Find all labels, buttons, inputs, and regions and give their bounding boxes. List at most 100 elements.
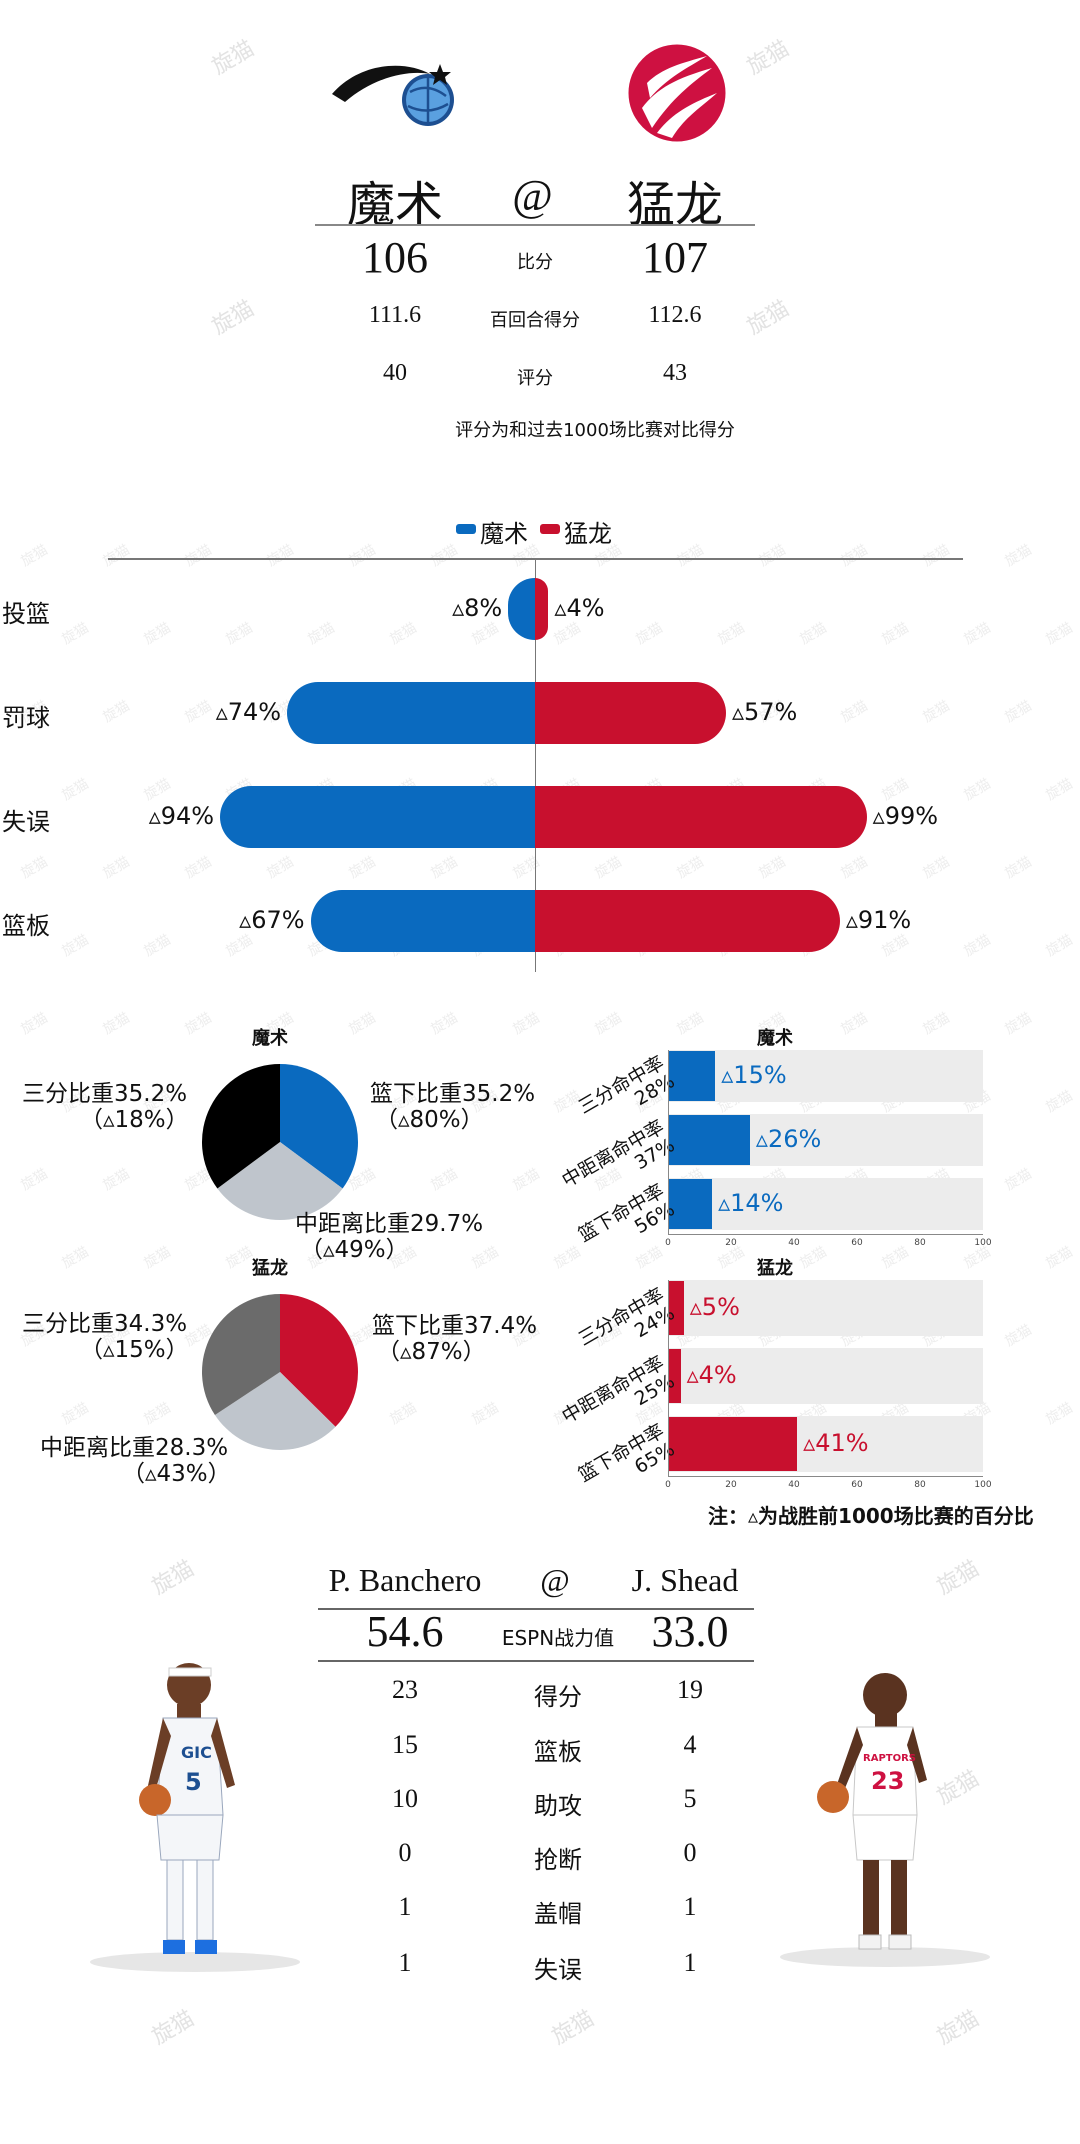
pie-raptors-sub-three: （▵15%） bbox=[80, 1337, 189, 1363]
legend-swatch-magic bbox=[456, 524, 476, 534]
espn-away: 33.0 bbox=[651, 1607, 729, 1656]
watermark: 旋猫 bbox=[961, 931, 994, 960]
player-away-stat: 4 bbox=[683, 1730, 697, 1759]
shooting-bar-label: ▵15% bbox=[721, 1061, 787, 1089]
watermark: 旋猫 bbox=[674, 853, 707, 882]
player-away-stat: 19 bbox=[677, 1675, 703, 1704]
watermark: 旋猫 bbox=[1043, 931, 1076, 960]
shooting-tick-label: 0 bbox=[665, 1480, 671, 1490]
watermark: 旋猫 bbox=[346, 541, 379, 570]
watermark: 旋猫 bbox=[100, 697, 133, 726]
magic-bar bbox=[287, 682, 535, 744]
raptors-bar bbox=[535, 890, 840, 952]
pie-raptors-title: 猛龙 bbox=[252, 1258, 288, 1279]
rating-label: 评分 bbox=[517, 368, 553, 389]
shooting-bar-track bbox=[668, 1178, 983, 1230]
watermark: 旋猫 bbox=[264, 853, 297, 882]
pie-chart-magic bbox=[202, 1064, 358, 1220]
shooting-bar-track bbox=[668, 1050, 983, 1102]
shooting-tick-label: 80 bbox=[914, 1238, 926, 1248]
watermark: 旋猫 bbox=[428, 1165, 461, 1194]
player-home-stat: 1 bbox=[398, 1948, 412, 1977]
butterfly-top-rule bbox=[108, 558, 963, 560]
shooting-bar bbox=[668, 1179, 713, 1229]
shooting-tick-label: 60 bbox=[851, 1480, 863, 1490]
watermark: 旋猫 bbox=[469, 619, 502, 648]
pie-magic-label-rim: 篮下比重35.2% bbox=[370, 1081, 536, 1107]
watermark: 旋猫 bbox=[141, 1399, 174, 1428]
shoot-magic-title: 魔术 bbox=[757, 1028, 793, 1049]
shooting-axis bbox=[668, 1234, 983, 1235]
magic-bar bbox=[310, 890, 535, 952]
legend: 魔术 猛龙 bbox=[450, 512, 670, 548]
watermark: 旋猫 bbox=[346, 853, 379, 882]
shooting-bar bbox=[668, 1349, 681, 1403]
watermark: 旋猫 bbox=[592, 853, 625, 882]
player-stat-label: 篮板 bbox=[534, 1738, 582, 1766]
shoot-raptors-title: 猛龙 bbox=[757, 1258, 793, 1279]
score-away: 107 bbox=[642, 233, 708, 282]
magic-logo bbox=[330, 52, 460, 132]
pie-raptors-sub-mid: （▵43%） bbox=[122, 1461, 231, 1487]
watermark: 旋猫 bbox=[879, 775, 912, 804]
player-home-name: P. Banchero bbox=[328, 1562, 482, 1598]
watermark: 旋猫 bbox=[428, 1009, 461, 1038]
footnote: 注：▵为战胜前1000场比赛的百分比 bbox=[708, 1504, 1034, 1528]
watermark: 旋猫 bbox=[387, 1399, 420, 1428]
watermark: 旋猫 bbox=[920, 697, 953, 726]
watermark: 旋猫 bbox=[141, 619, 174, 648]
player-home-stat: 10 bbox=[392, 1784, 418, 1813]
watermark: 旋猫 bbox=[264, 541, 297, 570]
watermark: 旋猫 bbox=[674, 1009, 707, 1038]
watermark: 旋猫 bbox=[633, 619, 666, 648]
shooting-bar bbox=[668, 1281, 684, 1335]
player-divider-bottom bbox=[318, 1660, 754, 1662]
watermark: 旋猫 bbox=[838, 541, 871, 570]
watermark: 旋猫 bbox=[797, 619, 830, 648]
watermark: 旋猫 bbox=[742, 36, 794, 80]
pie-slice-篮下比重 bbox=[280, 1294, 358, 1427]
pie-magic-sub-three: （▵18%） bbox=[80, 1107, 189, 1133]
butterfly-category-label: 投篮 bbox=[2, 600, 50, 628]
raptors-bar-label: ▵99% bbox=[872, 802, 939, 830]
watermark: 旋猫 bbox=[674, 541, 707, 570]
watermark: 旋猫 bbox=[100, 1009, 133, 1038]
watermark: 旋猫 bbox=[551, 619, 584, 648]
watermark: 旋猫 bbox=[100, 853, 133, 882]
shooting-axis bbox=[668, 1050, 669, 1234]
watermark: 旋猫 bbox=[147, 1556, 199, 1600]
watermark: 旋猫 bbox=[141, 931, 174, 960]
watermark: 旋猫 bbox=[100, 1165, 133, 1194]
shooting-bar-track bbox=[668, 1348, 983, 1404]
player-stat-label: 抢断 bbox=[534, 1846, 582, 1874]
shooting-tick-label: 20 bbox=[725, 1480, 737, 1490]
player-away-stat: 1 bbox=[683, 1948, 697, 1977]
watermark: 旋猫 bbox=[838, 697, 871, 726]
pie-slice-篮下比重 bbox=[280, 1064, 358, 1189]
team-away-title: 猛龙 bbox=[626, 179, 723, 232]
watermark: 旋猫 bbox=[207, 36, 259, 80]
player-away-stat: 1 bbox=[683, 1892, 697, 1921]
watermark: 旋猫 bbox=[207, 296, 259, 340]
pie-magic-title: 魔术 bbox=[252, 1028, 288, 1049]
raptors-bar-label: ▵4% bbox=[554, 594, 605, 622]
rating-note: 评分为和过去1000场比赛对比得分 bbox=[455, 420, 735, 441]
butterfly-category-label: 罚球 bbox=[2, 704, 50, 732]
per100-home: 111.6 bbox=[368, 302, 422, 328]
watermark: 旋猫 bbox=[1043, 775, 1076, 804]
pie-raptors-label-rim: 篮下比重37.4% bbox=[372, 1313, 538, 1339]
watermark: 旋猫 bbox=[961, 775, 994, 804]
pie-magic-sub-mid: （▵49%） bbox=[300, 1237, 409, 1263]
shooting-tick-label: 100 bbox=[974, 1480, 992, 1490]
watermark: 旋猫 bbox=[182, 853, 215, 882]
player-divider-top bbox=[318, 1608, 754, 1610]
butterfly-category-label: 篮板 bbox=[2, 912, 50, 940]
watermark: 旋猫 bbox=[879, 931, 912, 960]
watermark: 旋猫 bbox=[1043, 1243, 1076, 1272]
player-home-figure: GIC 5 bbox=[85, 1640, 305, 1980]
watermark: 旋猫 bbox=[141, 775, 174, 804]
watermark: 旋猫 bbox=[510, 853, 543, 882]
player-away-name: J. Shead bbox=[631, 1562, 739, 1598]
watermark: 旋猫 bbox=[756, 541, 789, 570]
pie-raptors-label-mid: 中距离比重28.3% bbox=[40, 1435, 229, 1461]
